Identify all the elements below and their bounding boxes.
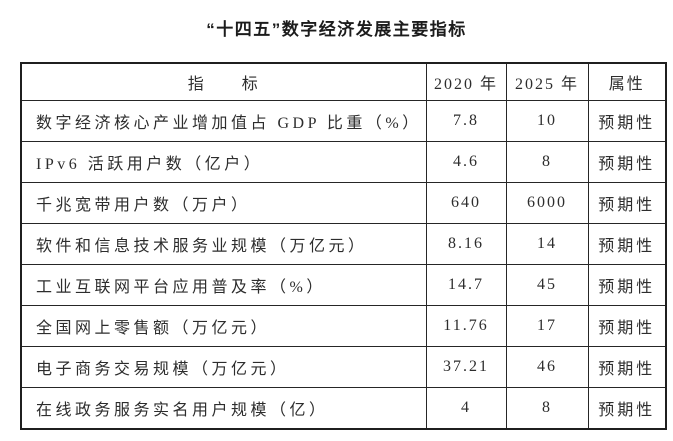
value-2025-cell: 6000: [505, 182, 589, 224]
attribute-cell: 预期性: [587, 141, 667, 183]
table-row: 在线政务服务实名用户规模（亿） 4 8 预期性: [20, 387, 667, 430]
indicator-cell: 工业互联网平台应用普及率（%）: [20, 264, 427, 306]
header-indicator: 指 标: [20, 62, 427, 101]
value-2020-cell: 37.21: [425, 346, 507, 388]
value-2025-cell: 14: [505, 223, 589, 265]
main-table: 指 标 2020 年 2025 年 属性 数字经济核心产业增加值占 GDP 比重…: [20, 62, 667, 430]
table-row: 全国网上零售额（万亿元） 11.76 17 预期性: [20, 305, 667, 347]
attribute-cell: 预期性: [587, 387, 667, 430]
indicator-cell: IPv6 活跃用户数（亿户）: [20, 141, 427, 183]
value-2025-cell: 10: [505, 100, 589, 142]
attribute-cell: 预期性: [587, 264, 667, 306]
header-2020: 2020 年: [425, 62, 507, 101]
header-2025: 2025 年: [505, 62, 589, 101]
value-2020-cell: 7.8: [425, 100, 507, 142]
value-2020-cell: 11.76: [425, 305, 507, 347]
header-attribute: 属性: [587, 62, 667, 101]
table-row: 软件和信息技术服务业规模（万亿元） 8.16 14 预期性: [20, 223, 667, 265]
value-2020-cell: 4.6: [425, 141, 507, 183]
indicator-cell: 数字经济核心产业增加值占 GDP 比重（%）: [20, 100, 427, 142]
value-2020-cell: 4: [425, 387, 507, 430]
attribute-cell: 预期性: [587, 346, 667, 388]
indicator-cell: 千兆宽带用户数（万户）: [20, 182, 427, 224]
value-2025-cell: 8: [505, 387, 589, 430]
page-title: “十四五”数字经济发展主要指标: [206, 20, 467, 39]
value-2025-cell: 17: [505, 305, 589, 347]
attribute-cell: 预期性: [587, 305, 667, 347]
value-2025-cell: 8: [505, 141, 589, 183]
indicator-cell: 电子商务交易规模（万亿元）: [20, 346, 427, 388]
attribute-cell: 预期性: [587, 100, 667, 142]
value-2020-cell: 640: [425, 182, 507, 224]
table-row: IPv6 活跃用户数（亿户） 4.6 8 预期性: [20, 141, 667, 183]
table-row: 工业互联网平台应用普及率（%） 14.7 45 预期性: [20, 264, 667, 306]
table-row: 电子商务交易规模（万亿元） 37.21 46 预期性: [20, 346, 667, 388]
indicator-cell: 全国网上零售额（万亿元）: [20, 305, 427, 347]
indicator-cell: 在线政务服务实名用户规模（亿）: [20, 387, 427, 430]
attribute-cell: 预期性: [587, 182, 667, 224]
value-2020-cell: 8.16: [425, 223, 507, 265]
value-2020-cell: 14.7: [425, 264, 507, 306]
value-2025-cell: 46: [505, 346, 589, 388]
attribute-cell: 预期性: [587, 223, 667, 265]
table-row: 千兆宽带用户数（万户） 640 6000 预期性: [20, 182, 667, 224]
value-2025-cell: 45: [505, 264, 589, 306]
table-row: 数字经济核心产业增加值占 GDP 比重（%） 7.8 10 预期性: [20, 100, 667, 142]
table-header-row: 指 标 2020 年 2025 年 属性: [20, 62, 667, 101]
indicator-cell: 软件和信息技术服务业规模（万亿元）: [20, 223, 427, 265]
